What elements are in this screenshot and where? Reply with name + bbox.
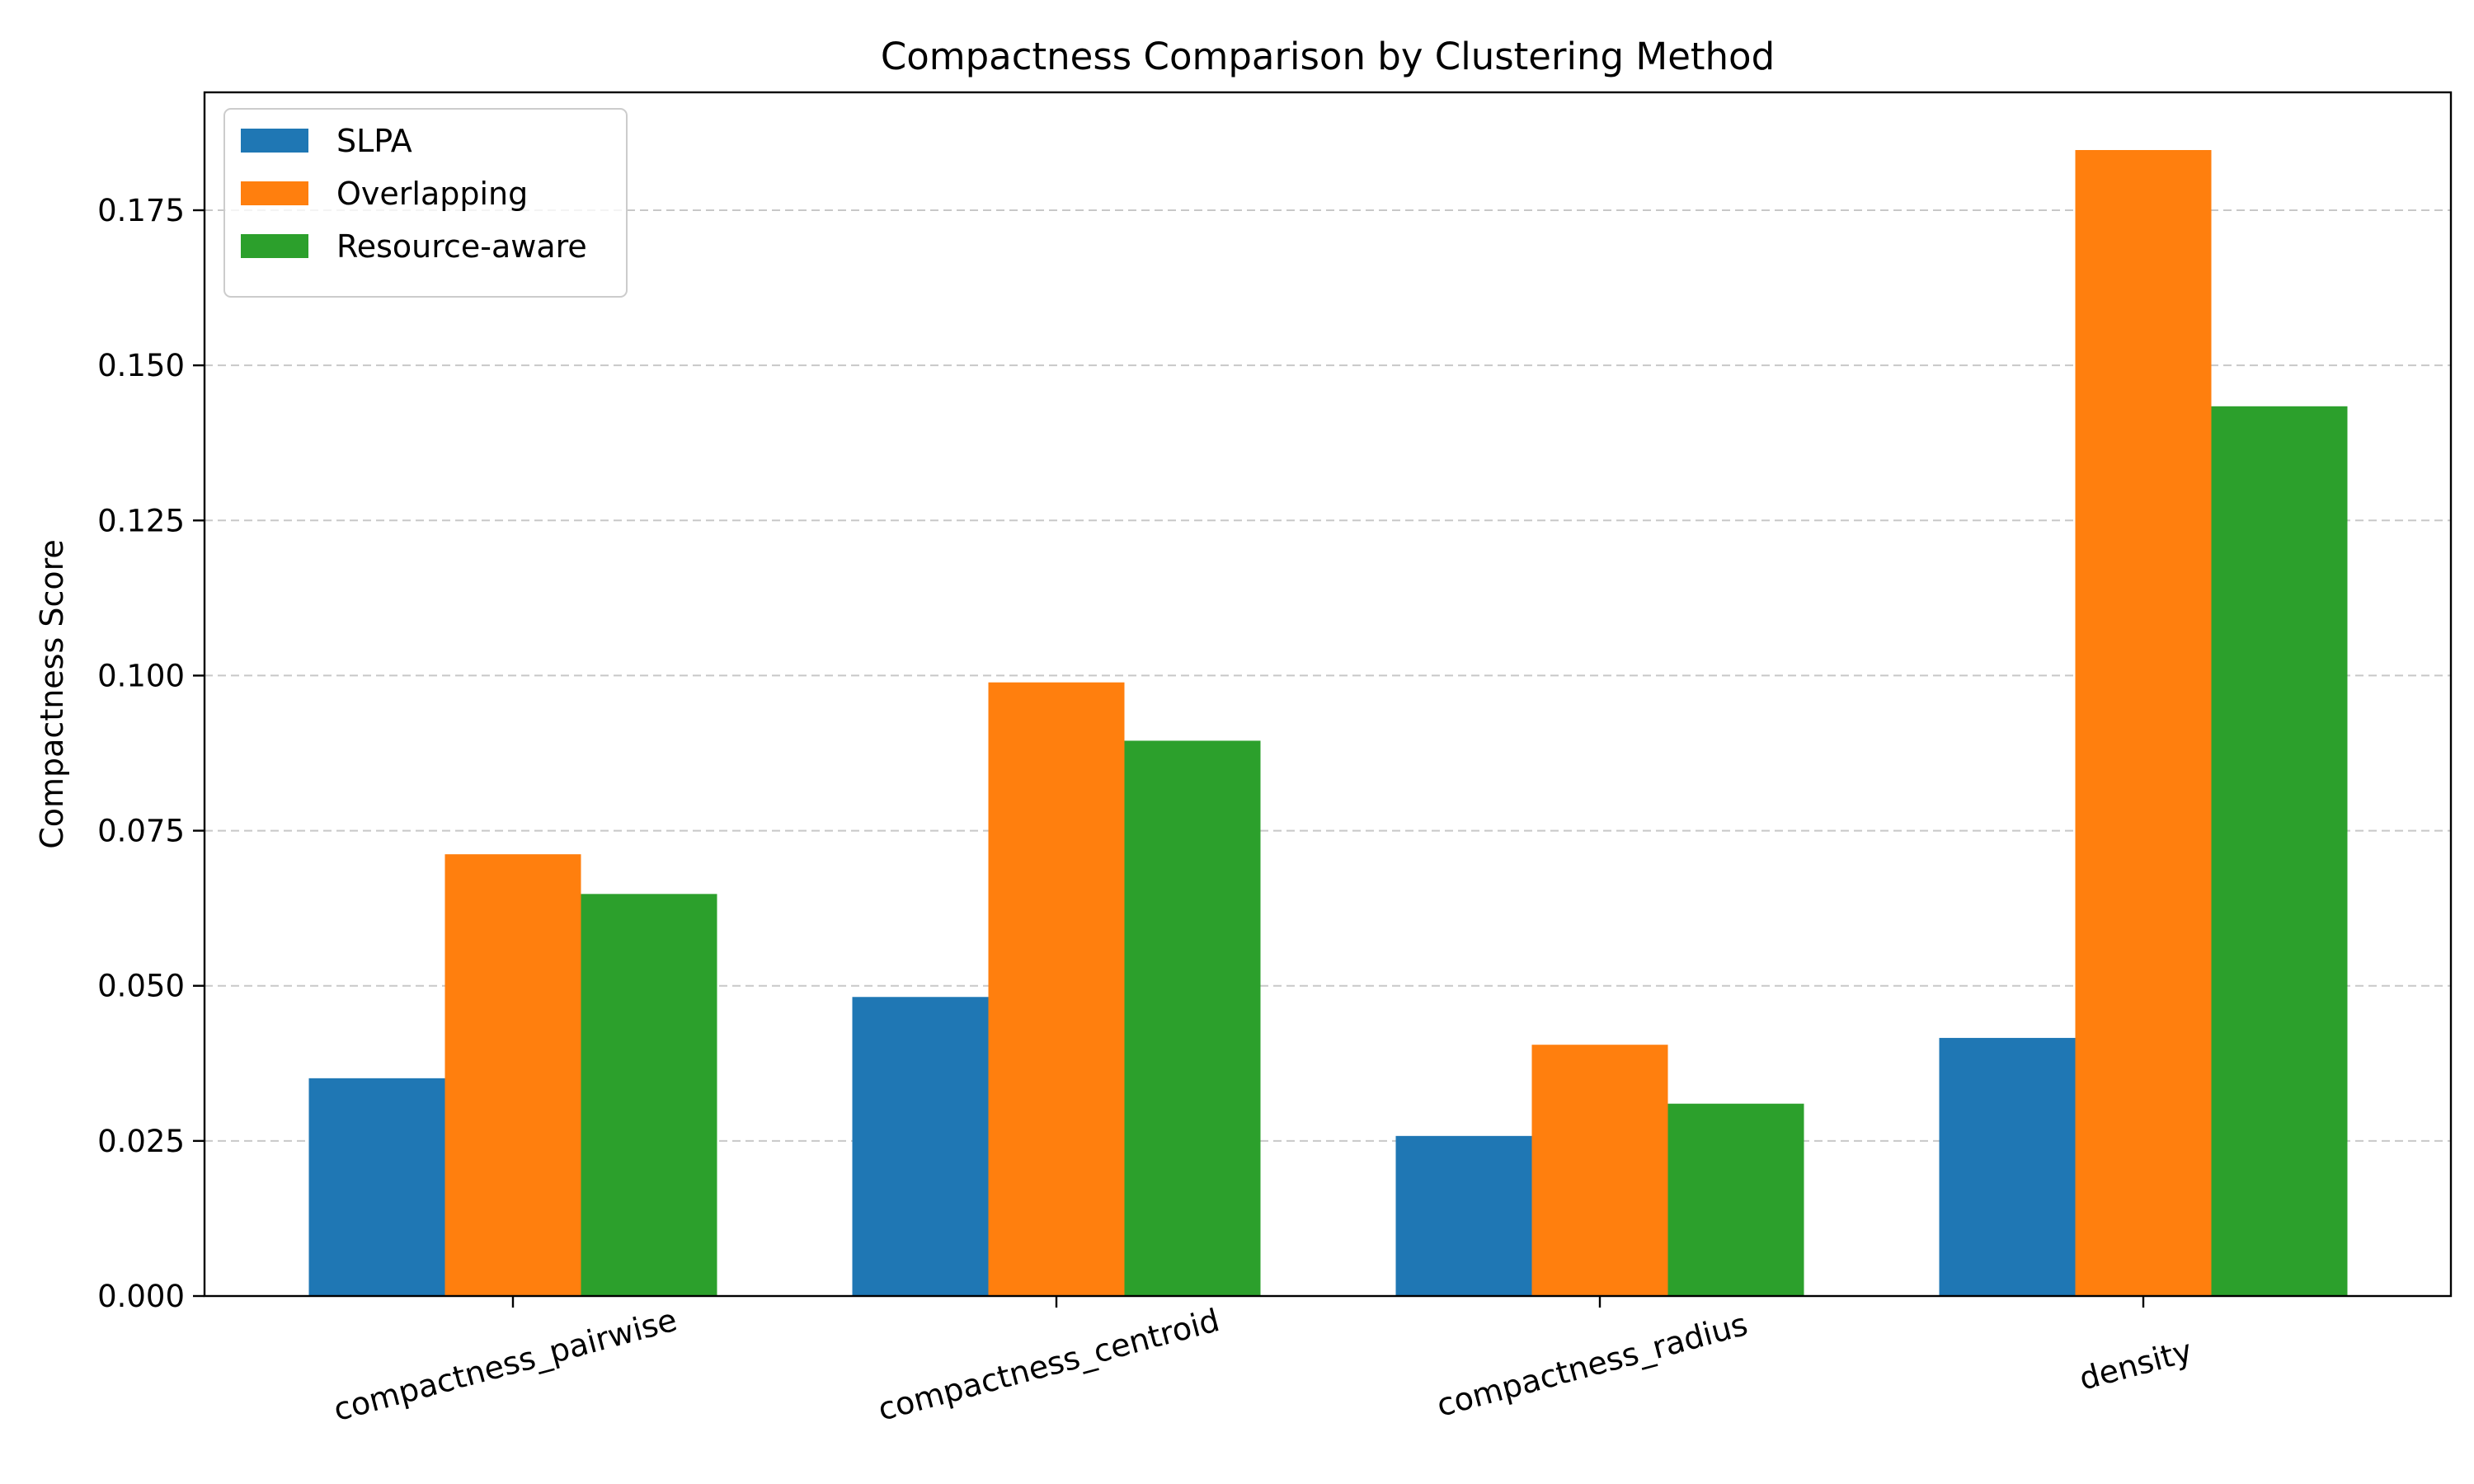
bar-overlapping-compactness-radius (1531, 1045, 1668, 1296)
legend-swatch (241, 129, 308, 153)
y-axis-ticks: 0.000 0.025 0.050 0.075 0.100 0.125 0.150 0.175 (97, 193, 205, 1314)
y-tick-label: 0.025 (97, 1124, 185, 1159)
plot-frame (203, 91, 2453, 1298)
y-tick-label: 0.150 (97, 348, 185, 383)
legend-swatch (241, 234, 308, 258)
y-tick-label: 0.000 (97, 1279, 185, 1314)
bar-overlapping-density (2075, 149, 2212, 1296)
legend-label: Resource-aware (336, 228, 587, 265)
bar-resource-aware-compactness-radius (1667, 1103, 1804, 1296)
y-tick-label: 0.050 (97, 969, 185, 1004)
bar-slpa-compactness-pairwise (308, 1078, 445, 1296)
bar-resource-aware-compactness-centroid (1124, 740, 1261, 1296)
bar-resource-aware-density (2211, 406, 2348, 1296)
legend-box (223, 108, 628, 298)
bar-overlapping-compactness-centroid (988, 682, 1125, 1296)
bars (308, 149, 2348, 1296)
y-tick-label: 0.075 (97, 814, 185, 849)
bar-slpa-density (1939, 1037, 2076, 1296)
bar-resource-aware-compactness-pairwise (581, 894, 717, 1296)
y-tick-label: 0.175 (97, 193, 185, 228)
chart-title: Compactness Comparison by Clustering Met… (881, 35, 1775, 78)
y-axis-label: Compactness Score (34, 539, 70, 849)
legend-swatch (241, 181, 308, 205)
bar-slpa-compactness-radius (1395, 1135, 1532, 1296)
bar-slpa-compactness-centroid (852, 997, 989, 1296)
y-tick-label: 0.125 (97, 503, 185, 538)
legend-label: Overlapping (336, 176, 528, 212)
legend: SLPA Overlapping Resource-aware (223, 108, 628, 298)
bar-overlapping-compactness-pairwise (444, 854, 581, 1296)
y-tick-label: 0.100 (97, 658, 185, 693)
legend-label: SLPA (336, 123, 412, 159)
